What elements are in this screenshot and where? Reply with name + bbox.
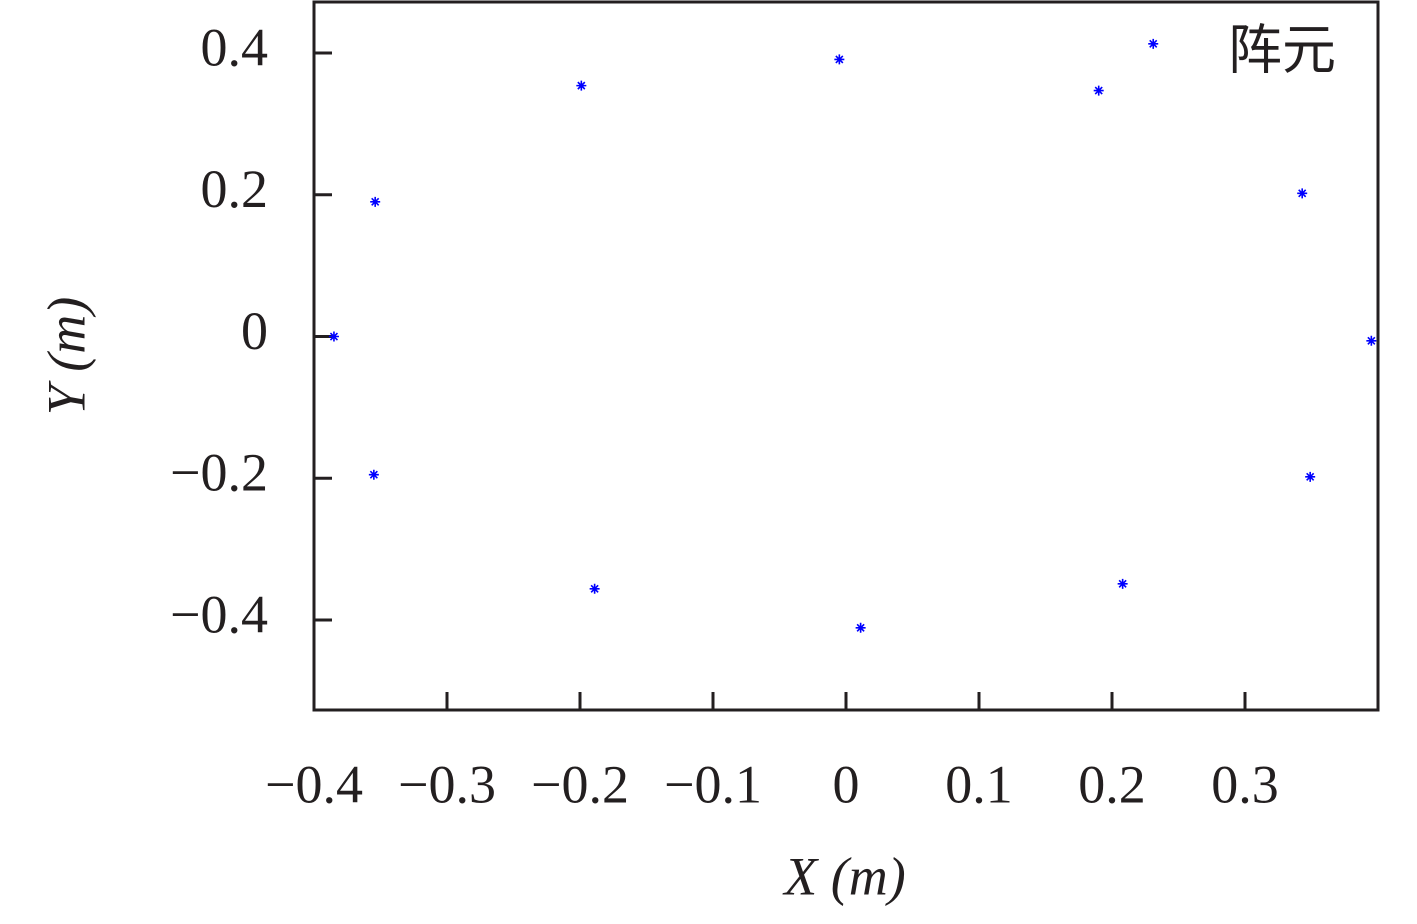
x-tick-label: −0.1 <box>664 754 762 814</box>
scatter-point <box>370 196 381 207</box>
scatter-point <box>1305 471 1316 482</box>
x-tick-label: 0 <box>833 754 860 814</box>
scatter-point <box>576 80 587 91</box>
y-tick-label: −0.2 <box>170 443 268 503</box>
legend-label: 阵元 <box>1228 20 1336 80</box>
y-tick-label: 0 <box>241 301 268 361</box>
plot-frame <box>312 0 1380 712</box>
y-tick-label: −0.4 <box>170 584 268 644</box>
x-tick-label: 0.3 <box>1211 754 1279 814</box>
scatter-point <box>589 583 600 594</box>
y-tick-label: 0.2 <box>201 159 269 219</box>
x-tick-label: −0.2 <box>531 754 629 814</box>
scatter-point <box>1297 188 1308 199</box>
scatter-point <box>368 469 379 480</box>
x-tick-label: 0.2 <box>1078 754 1146 814</box>
scatter-point <box>855 622 866 633</box>
scatter-point <box>1117 578 1128 589</box>
x-tick-label: −0.3 <box>398 754 496 814</box>
scatter-point <box>1366 335 1377 346</box>
x-axis-label: X (m) <box>782 846 905 906</box>
scatter-point <box>834 54 845 65</box>
y-axis-label: Y (m) <box>36 297 96 416</box>
y-tick-label: 0.4 <box>201 17 269 77</box>
x-tick-label: 0.1 <box>945 754 1013 814</box>
scatter-point <box>1093 85 1104 96</box>
scatter-point <box>328 331 339 342</box>
x-tick-label: −0.4 <box>265 754 363 814</box>
scatter-point <box>1148 38 1159 49</box>
